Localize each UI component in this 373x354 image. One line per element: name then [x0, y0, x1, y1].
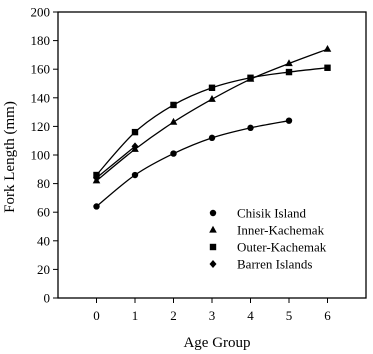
- y-tick-label: 40: [37, 233, 50, 248]
- legend-label: Barren Islands: [237, 257, 312, 272]
- data-point-circle: [93, 203, 100, 210]
- y-axis-title: Fork Length (mm): [2, 101, 18, 213]
- y-tick-label: 160: [31, 62, 51, 77]
- x-axis-ticks: 0 1 2 3 4 5 6: [93, 298, 331, 323]
- y-tick-label: 100: [31, 148, 51, 163]
- x-tick-label: 2: [170, 308, 177, 323]
- legend-marker-diamond: [209, 260, 217, 268]
- x-tick-label: 4: [247, 308, 254, 323]
- plot-border: [57, 11, 367, 299]
- series-line-2: [96, 67, 328, 176]
- data-point-circle: [285, 117, 293, 124]
- data-point-diamond: [93, 173, 100, 182]
- data-point-circle: [208, 134, 216, 142]
- x-tick-label: 5: [286, 308, 293, 323]
- data-point-triangle: [169, 117, 178, 125]
- data-point-circle: [170, 150, 177, 157]
- series-line-1: [96, 48, 328, 182]
- series-markers: [92, 44, 332, 210]
- data-point-triangle: [285, 59, 293, 67]
- legend-marker-circle: [209, 209, 217, 217]
- data-point-square: [285, 68, 293, 76]
- y-tick-label: 140: [31, 90, 51, 105]
- data-point-square: [247, 74, 254, 81]
- y-tick-label: 120: [31, 119, 51, 134]
- x-tick-label: 1: [132, 308, 139, 323]
- legend-marker-square: [209, 243, 217, 251]
- legend-marker-triangle: [209, 225, 217, 233]
- y-tick-label: 200: [31, 5, 51, 20]
- x-axis-title: Age Group: [183, 335, 250, 351]
- x-tick-label: 6: [324, 308, 331, 323]
- y-tick-label: 20: [37, 262, 50, 277]
- data-point-square: [324, 64, 331, 71]
- x-tick-label: 0: [93, 308, 100, 323]
- y-tick-label: 80: [37, 176, 50, 191]
- series-line-0: [96, 120, 290, 207]
- plot-frame: [57, 11, 367, 299]
- x-tick-label: 3: [209, 308, 216, 323]
- y-tick-label: 60: [37, 205, 50, 220]
- legend-label: Chisik Island: [237, 206, 306, 221]
- y-tick-label: 0: [44, 291, 51, 306]
- data-point-triangle: [323, 44, 332, 52]
- data-point-diamond: [131, 142, 139, 151]
- series-lines: [96, 48, 328, 207]
- legend-label: Inner-Kachemak: [237, 223, 325, 238]
- y-axis-ticks: 0 20 40 60 80 100 120 140 160 180 200: [31, 5, 58, 306]
- data-point-circle: [247, 124, 254, 132]
- series-line-3: [96, 145, 136, 179]
- data-point-circle: [131, 171, 139, 179]
- data-point-triangle: [208, 95, 216, 102]
- y-tick-label: 180: [31, 33, 51, 48]
- legend: Chisik Island Inner-Kachemak Outer-Kachema…: [209, 206, 327, 272]
- data-point-square: [131, 128, 139, 136]
- legend-label: Outer-Kachemak: [237, 240, 327, 255]
- data-point-square: [208, 84, 216, 91]
- data-point-square: [170, 101, 177, 109]
